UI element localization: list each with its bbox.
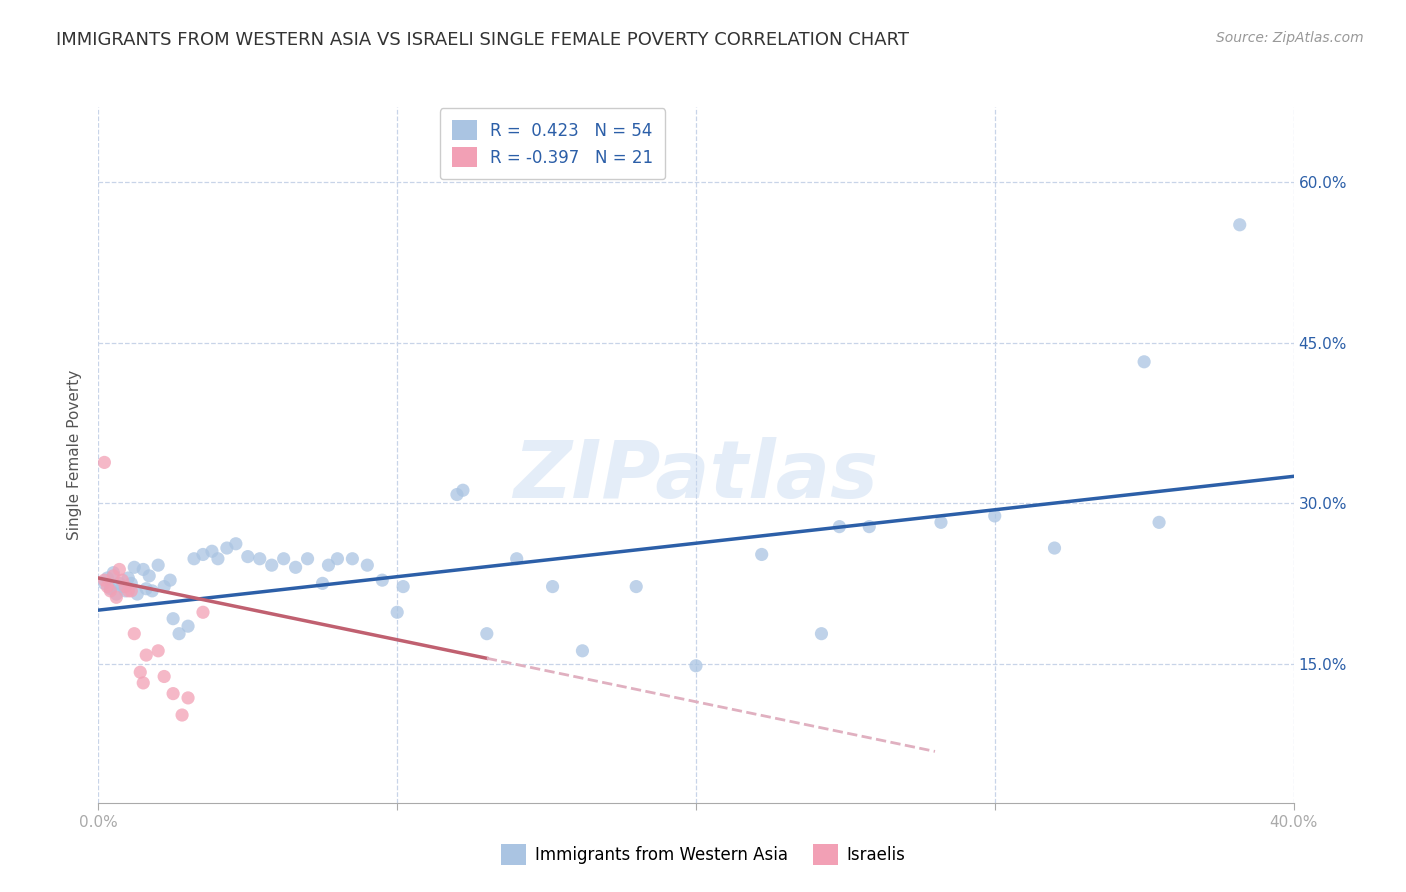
Point <box>356 558 378 573</box>
Point <box>284 560 307 574</box>
Point <box>685 658 707 673</box>
Point <box>100 582 122 596</box>
Point <box>162 687 184 701</box>
Point <box>153 669 176 683</box>
Point <box>127 587 149 601</box>
Point <box>451 483 474 498</box>
Point <box>1229 218 1251 232</box>
Point <box>148 558 170 573</box>
Point <box>124 560 146 574</box>
Point <box>108 562 131 576</box>
Point <box>153 580 176 594</box>
Point <box>111 573 134 587</box>
Point <box>129 665 152 680</box>
Point <box>105 591 128 605</box>
Point <box>371 573 394 587</box>
Point <box>141 583 163 598</box>
Point <box>1043 541 1066 555</box>
Point <box>124 626 146 640</box>
Point <box>201 544 224 558</box>
Point <box>177 690 200 705</box>
Point <box>392 580 415 594</box>
Point <box>167 626 190 640</box>
Point <box>475 626 498 640</box>
Point <box>93 455 115 469</box>
Text: Source: ZipAtlas.com: Source: ZipAtlas.com <box>1216 31 1364 45</box>
Text: ZIPatlas: ZIPatlas <box>513 437 879 515</box>
Point <box>191 548 214 562</box>
Point <box>148 644 170 658</box>
Point <box>446 487 468 501</box>
Legend: Immigrants from Western Asia, Israelis: Immigrants from Western Asia, Israelis <box>491 834 915 875</box>
Point <box>159 573 181 587</box>
Point <box>318 558 340 573</box>
Point <box>342 551 364 566</box>
Point <box>132 676 155 690</box>
Point <box>984 508 1007 523</box>
Point <box>215 541 238 555</box>
Point <box>135 582 157 596</box>
Point <box>311 576 333 591</box>
Point <box>135 648 157 662</box>
Point <box>326 551 349 566</box>
Point <box>541 580 564 594</box>
Point <box>177 619 200 633</box>
Point <box>105 587 128 601</box>
Point <box>114 580 136 594</box>
Point <box>751 548 773 562</box>
Point <box>225 537 247 551</box>
Point <box>273 551 295 566</box>
Point <box>183 551 205 566</box>
Point <box>117 571 139 585</box>
Point <box>162 612 184 626</box>
Point <box>191 605 214 619</box>
Point <box>828 519 851 533</box>
Point <box>260 558 283 573</box>
Point <box>132 562 155 576</box>
Y-axis label: Single Female Poverty: Single Female Poverty <box>67 370 83 540</box>
Point <box>249 551 271 566</box>
Point <box>103 569 125 583</box>
Point <box>810 626 832 640</box>
Point <box>100 583 122 598</box>
Point <box>117 583 139 598</box>
Point <box>929 516 952 530</box>
Point <box>114 583 136 598</box>
Point <box>297 551 319 566</box>
Point <box>93 573 115 587</box>
Point <box>108 576 131 591</box>
Point <box>207 551 229 566</box>
Point <box>120 583 142 598</box>
Point <box>571 644 593 658</box>
Point <box>1147 516 1170 530</box>
Point <box>626 580 648 594</box>
Point <box>111 580 134 594</box>
Text: IMMIGRANTS FROM WESTERN ASIA VS ISRAELI SINGLE FEMALE POVERTY CORRELATION CHART: IMMIGRANTS FROM WESTERN ASIA VS ISRAELI … <box>56 31 910 49</box>
Point <box>236 549 259 564</box>
Point <box>858 519 880 533</box>
Legend: R =  0.423   N = 54, R = -0.397   N = 21: R = 0.423 N = 54, R = -0.397 N = 21 <box>440 109 665 179</box>
Point <box>96 571 118 585</box>
Point <box>172 708 194 723</box>
Point <box>96 580 118 594</box>
Point <box>93 576 115 591</box>
Point <box>103 566 125 580</box>
Point <box>1133 355 1156 369</box>
Point <box>506 551 529 566</box>
Point <box>120 576 142 591</box>
Point <box>385 605 409 619</box>
Point <box>138 569 160 583</box>
